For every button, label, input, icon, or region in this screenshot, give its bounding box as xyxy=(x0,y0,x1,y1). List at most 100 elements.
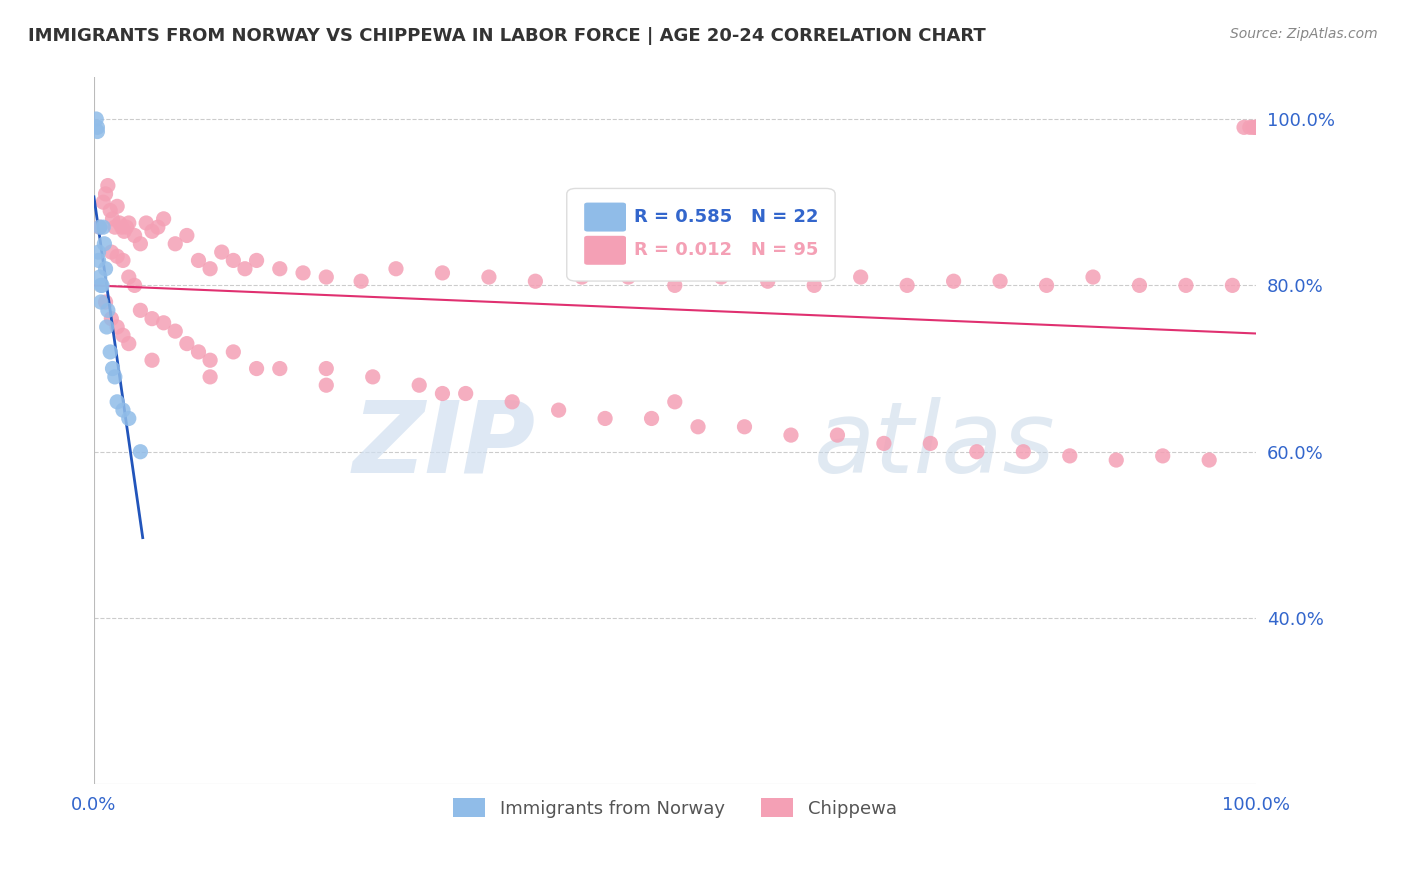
Point xyxy=(124,278,146,293)
Point xyxy=(198,370,221,384)
Point xyxy=(118,336,141,351)
Point xyxy=(350,274,373,288)
Point xyxy=(315,361,337,376)
Point xyxy=(105,249,128,263)
Point xyxy=(84,112,107,126)
Point xyxy=(101,211,124,226)
Point xyxy=(101,361,124,376)
Point xyxy=(91,278,114,293)
Point xyxy=(269,361,291,376)
Point xyxy=(118,270,141,285)
Point xyxy=(198,353,221,368)
Point xyxy=(89,270,111,285)
Point xyxy=(849,270,872,285)
Text: Source: ZipAtlas.com: Source: ZipAtlas.com xyxy=(1230,27,1378,41)
Point xyxy=(245,361,267,376)
Point xyxy=(87,253,110,268)
Point xyxy=(176,228,198,243)
Point xyxy=(104,220,127,235)
Point xyxy=(710,270,733,285)
Point xyxy=(942,274,965,288)
Point xyxy=(1105,453,1128,467)
Point xyxy=(112,224,135,238)
Point xyxy=(1241,120,1264,135)
FancyBboxPatch shape xyxy=(583,202,626,232)
Point xyxy=(211,245,233,260)
Point xyxy=(1081,270,1104,285)
Point xyxy=(292,266,315,280)
Point xyxy=(129,236,152,251)
Point xyxy=(756,274,779,288)
Point xyxy=(547,403,569,417)
Point xyxy=(524,274,547,288)
Point xyxy=(104,370,127,384)
Point xyxy=(315,270,337,285)
Point xyxy=(105,320,128,334)
Point xyxy=(90,278,112,293)
Point xyxy=(94,186,117,201)
Point xyxy=(432,386,454,401)
Point xyxy=(124,228,146,243)
Point xyxy=(141,224,163,238)
Point xyxy=(1239,120,1261,135)
Point xyxy=(1059,449,1081,463)
Point xyxy=(1152,449,1174,463)
Point xyxy=(141,353,163,368)
Point xyxy=(315,378,337,392)
Text: IMMIGRANTS FROM NORWAY VS CHIPPEWA IN LABOR FORCE | AGE 20-24 CORRELATION CHART: IMMIGRANTS FROM NORWAY VS CHIPPEWA IN LA… xyxy=(28,27,986,45)
Point xyxy=(1128,278,1150,293)
Point xyxy=(640,411,662,425)
Point xyxy=(111,403,134,417)
Point xyxy=(129,444,152,458)
Point xyxy=(94,261,117,276)
Point xyxy=(1198,453,1220,467)
Point xyxy=(152,316,174,330)
Text: R = 0.012   N = 95: R = 0.012 N = 95 xyxy=(634,241,818,259)
Point xyxy=(361,370,384,384)
Point xyxy=(1233,120,1256,135)
Text: atlas: atlas xyxy=(814,397,1056,493)
Point xyxy=(1035,278,1057,293)
Point xyxy=(108,216,131,230)
Point xyxy=(478,270,501,285)
Point xyxy=(89,220,111,235)
Point xyxy=(105,199,128,213)
Point xyxy=(664,394,686,409)
Point xyxy=(86,124,108,138)
Point xyxy=(1222,278,1244,293)
Point xyxy=(408,378,430,392)
Legend: Immigrants from Norway, Chippewa: Immigrants from Norway, Chippewa xyxy=(446,791,904,825)
Point xyxy=(111,220,134,235)
Point xyxy=(222,345,245,359)
Point xyxy=(118,411,141,425)
Point xyxy=(141,311,163,326)
Point xyxy=(432,266,454,280)
Point xyxy=(100,245,122,260)
Point xyxy=(129,303,152,318)
Point xyxy=(98,345,121,359)
Point xyxy=(827,428,849,442)
Point xyxy=(152,211,174,226)
Point xyxy=(97,303,120,318)
Point xyxy=(617,270,640,285)
Point xyxy=(269,261,291,276)
Point xyxy=(187,253,209,268)
Point xyxy=(966,444,988,458)
Point xyxy=(803,278,825,293)
Point xyxy=(94,295,117,310)
Point xyxy=(165,324,187,338)
Point xyxy=(920,436,942,450)
Point xyxy=(135,216,157,230)
Point xyxy=(734,419,756,434)
Point xyxy=(89,220,111,235)
Point xyxy=(98,203,121,218)
Point xyxy=(91,220,114,235)
Text: ZIP: ZIP xyxy=(353,397,536,493)
FancyBboxPatch shape xyxy=(583,235,626,265)
Point xyxy=(1174,278,1197,293)
Point xyxy=(118,216,141,230)
Point xyxy=(222,253,245,268)
Point xyxy=(686,419,709,434)
Point xyxy=(100,311,122,326)
Point xyxy=(1244,120,1267,135)
